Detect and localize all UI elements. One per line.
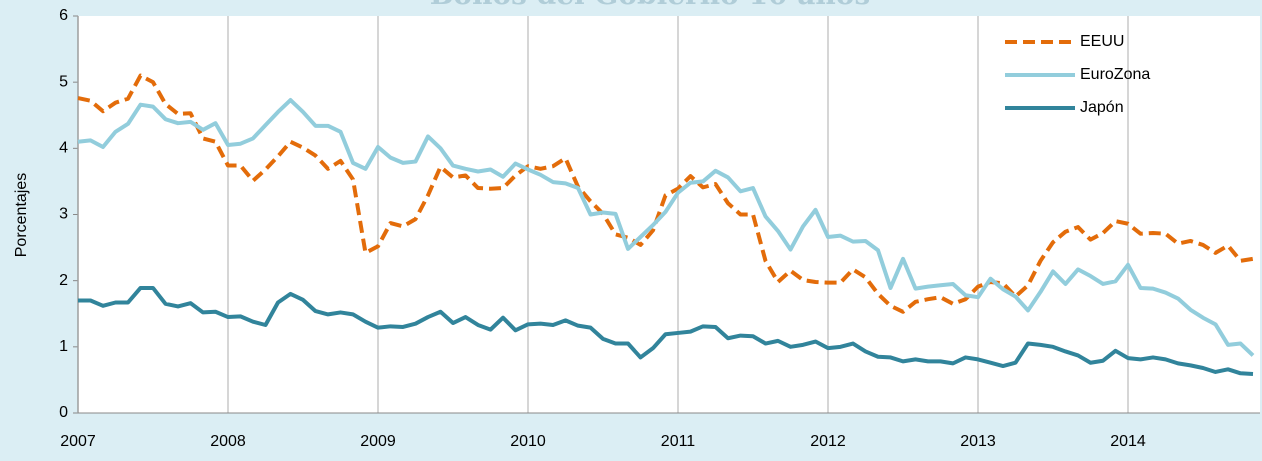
y-tick-label: 3	[59, 206, 68, 223]
x-tick-label: 2013	[960, 433, 996, 450]
y-tick-label: 2	[59, 272, 68, 289]
x-tick-label: 2009	[360, 433, 396, 450]
y-tick-label: 1	[59, 338, 68, 355]
y-tick-label: 5	[59, 73, 68, 90]
x-tick-label: 2011	[661, 433, 696, 450]
legend-label: EEUU	[1080, 33, 1124, 50]
series-line	[77, 73, 1254, 314]
series-line	[78, 285, 1254, 376]
y-tick-label: 0	[59, 404, 68, 421]
x-tick-label: 2012	[810, 433, 846, 450]
legend-label: Japón	[1080, 99, 1124, 116]
x-tick-label: 2008	[210, 433, 246, 450]
chart-title: Bonos del Gobierno 10 años	[430, 0, 870, 11]
plot-area	[78, 16, 1260, 413]
y-axis-label: Porcentajes	[13, 173, 30, 258]
y-tick-label: 6	[59, 7, 68, 24]
legend-label: EuroZona	[1080, 66, 1150, 83]
series-line	[77, 98, 1255, 357]
y-tick-label: 4	[59, 140, 68, 157]
x-tick-label: 2007	[60, 433, 96, 450]
x-tick-label: 2010	[510, 433, 546, 450]
x-tick-label: 2014	[1110, 433, 1146, 450]
